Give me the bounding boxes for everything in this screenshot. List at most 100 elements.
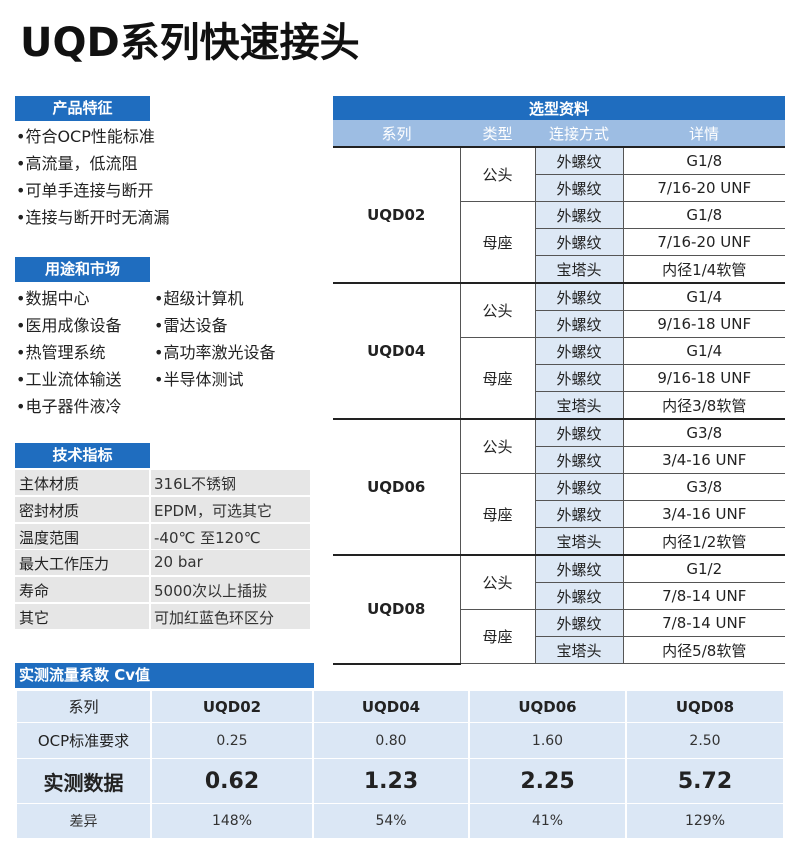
cv-cell: UQD04 <box>314 691 468 722</box>
detail-cell: 3/4-16 UNF <box>622 500 785 528</box>
spec-value: EPDM，可选其它 <box>154 501 273 520</box>
connection-cell: 外螺纹 <box>534 419 623 447</box>
type-cell: 母座 <box>459 473 535 556</box>
cv-cell: 41% <box>470 804 625 838</box>
cv-cell: 0.62 <box>152 759 312 803</box>
detail-cell: 内径1/4软管 <box>622 255 785 284</box>
feature-item: •符合OCP性能标准 <box>16 127 155 146</box>
detail-cell: G1/2 <box>622 555 785 583</box>
connection-cell: 外螺纹 <box>534 473 623 501</box>
connection-cell: 外螺纹 <box>534 582 623 610</box>
feature-item: •连接与断开时无滴漏 <box>16 208 170 227</box>
spec-label: 温度范围 <box>19 528 80 547</box>
spec-row: 主体材质 316L不锈钢 <box>15 470 310 495</box>
spec-row: 最大工作压力 20 bar <box>15 550 310 576</box>
section-heading: 产品特征 <box>15 96 150 121</box>
connection-cell: 外螺纹 <box>534 283 623 311</box>
cv-cell: 1.23 <box>314 759 468 803</box>
detail-cell: 7/8-14 UNF <box>622 582 785 610</box>
cv-cell: OCP标准要求 <box>17 723 150 758</box>
application-item: •数据中心 <box>16 289 90 308</box>
cv-cell: 0.25 <box>152 723 312 758</box>
section-heading: 用途和市场 <box>15 257 150 282</box>
table-title: 选型资料 <box>333 96 785 120</box>
type-cell: 公头 <box>459 555 535 610</box>
page-title: UQD系列快速接头 <box>20 20 360 66</box>
application-item: •高功率激光设备 <box>154 343 276 362</box>
type-cell: 公头 <box>459 419 535 474</box>
connection-cell: 外螺纹 <box>534 364 623 392</box>
selection-row: UQD04 公头 外螺纹 G1/4 <box>333 283 785 420</box>
cv-row: 差异 148% 54% 41% 129% <box>17 804 783 838</box>
series-cell: UQD02 <box>333 147 460 284</box>
selection-row: 宝塔头 内径5/8软管 <box>333 636 785 664</box>
detail-cell: 内径5/8软管 <box>622 636 785 664</box>
connection-cell: 宝塔头 <box>534 255 623 284</box>
detail-cell: G3/8 <box>622 473 785 501</box>
cv-cell: UQD08 <box>627 691 783 722</box>
column-header-row: 系列 类型 连接方式 详情 <box>333 120 785 147</box>
selection-table: 选型资料 系列 类型 连接方式 详情 UQD02 公头 外螺纹 G1/8 外螺纹 7/16-20 U… <box>333 96 785 665</box>
cv-cell: 差异 <box>17 804 150 838</box>
selection-row: 外螺纹 3/4-16 UNF <box>333 500 785 528</box>
series-cell: UQD06 <box>333 419 460 556</box>
selection-row: 外螺纹 7/8-14 UNF <box>333 582 785 610</box>
detail-cell: 7/16-20 UNF <box>622 174 785 202</box>
cv-cell: 2.50 <box>627 723 783 758</box>
detail-cell: 7/8-14 UNF <box>622 609 785 637</box>
selection-row: 母座 外螺纹 G1/4 <box>333 337 785 420</box>
spec-divider <box>149 604 151 629</box>
section-heading: 实测流量系数 Cv值 <box>15 663 314 688</box>
cv-row: 系列 UQD02 UQD04 UQD06 UQD08 <box>17 691 783 722</box>
selection-row: 外螺纹 7/16-20 UNF <box>333 174 785 202</box>
detail-cell: G1/4 <box>622 283 785 311</box>
column-header: 类型 <box>460 120 535 147</box>
type-cell: 母座 <box>459 609 535 664</box>
spec-value: 316L不锈钢 <box>154 475 236 493</box>
cv-row: 实测数据 0.62 1.23 2.25 5.72 <box>17 759 783 803</box>
connection-cell: 外螺纹 <box>534 555 623 583</box>
selection-row: 宝塔头 内径3/8软管 <box>333 391 785 420</box>
spec-divider <box>149 496 151 522</box>
connection-cell: 宝塔头 <box>534 391 623 420</box>
spec-row: 其它 可加红蓝色环区分 <box>15 604 310 629</box>
type-cell: 公头 <box>459 283 535 338</box>
selection-row: 外螺纹 7/16-20 UNF <box>333 228 785 256</box>
detail-cell: G1/8 <box>622 147 785 175</box>
spec-divider <box>149 550 151 576</box>
cv-cell: 0.80 <box>314 723 468 758</box>
selection-row: 外螺纹 9/16-18 UNF <box>333 364 785 392</box>
application-item: •半导体测试 <box>154 370 244 389</box>
spec-value: 5000次以上插拔 <box>154 582 268 601</box>
connection-cell: 外螺纹 <box>534 147 623 175</box>
connection-cell: 外螺纹 <box>534 446 623 474</box>
connection-cell: 宝塔头 <box>534 527 623 556</box>
application-item: •超级计算机 <box>154 289 244 308</box>
connection-cell: 外螺纹 <box>534 310 623 338</box>
spec-label: 主体材质 <box>19 475 80 493</box>
spec-divider <box>149 577 151 603</box>
application-item: •医用成像设备 <box>16 316 122 335</box>
cv-cell: 54% <box>314 804 468 838</box>
type-cell: 母座 <box>459 337 535 420</box>
connection-cell: 外螺纹 <box>534 228 623 256</box>
column-header: 连接方式 <box>535 120 623 147</box>
spec-label: 最大工作压力 <box>19 555 110 574</box>
spec-divider <box>149 470 151 495</box>
series-cell: UQD04 <box>333 283 460 420</box>
cv-cell: 148% <box>152 804 312 838</box>
cv-cell: 5.72 <box>627 759 783 803</box>
cv-row: OCP标准要求 0.25 0.80 1.60 2.50 <box>17 723 783 758</box>
cv-cell: UQD02 <box>152 691 312 722</box>
selection-row: UQD08 公头 外螺纹 G1/2 <box>333 555 785 665</box>
section-heading: 技术指标 <box>15 443 150 468</box>
selection-row: 宝塔头 内径1/2软管 <box>333 527 785 556</box>
cv-cell: 系列 <box>17 691 150 722</box>
application-item: •雷达设备 <box>154 316 228 335</box>
cv-cell: UQD06 <box>470 691 625 722</box>
selection-row: 宝塔头 内径1/4软管 <box>333 255 785 284</box>
cv-table: 系列 UQD02 UQD04 UQD06 UQD08 OCP标准要求 0.25 0.80 1.6… <box>15 690 785 839</box>
spec-row: 寿命 5000次以上插拔 <box>15 577 310 603</box>
selection-row: 母座 外螺纹 G3/8 <box>333 473 785 556</box>
